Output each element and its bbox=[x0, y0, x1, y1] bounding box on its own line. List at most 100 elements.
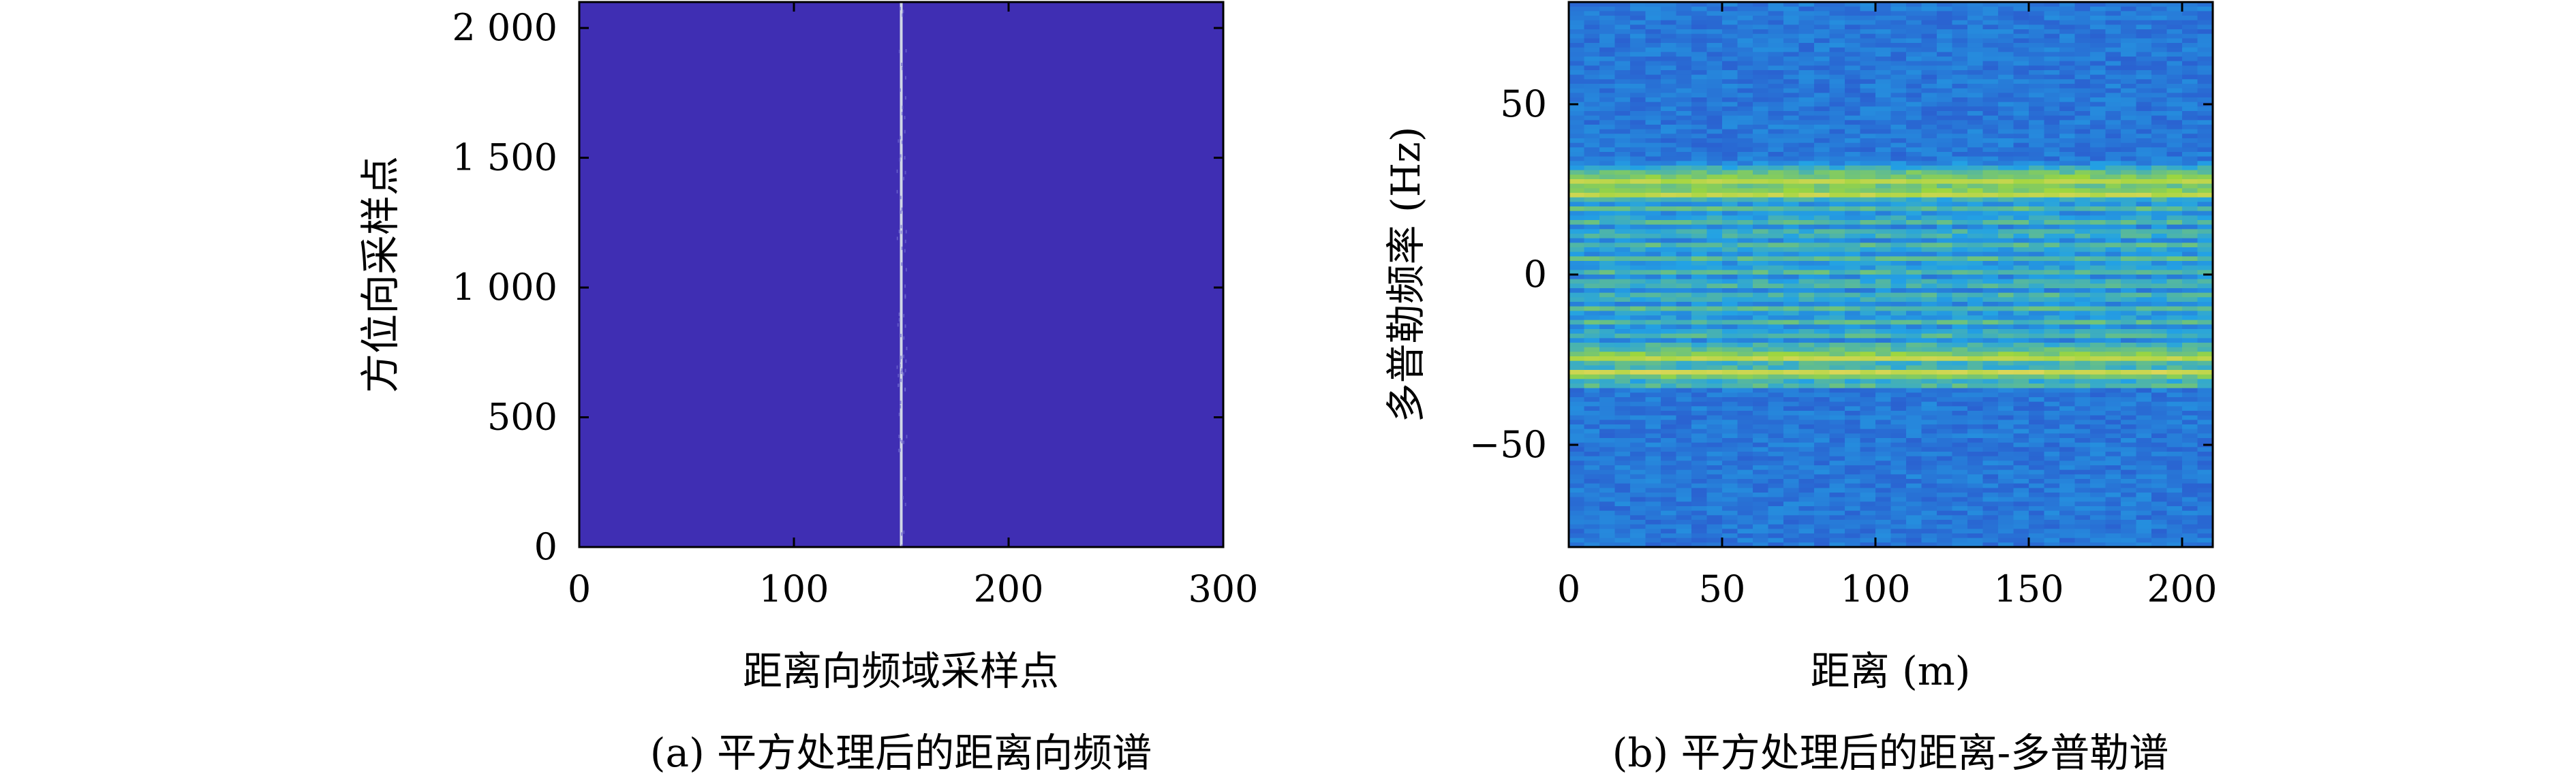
heatmap-cell bbox=[1599, 270, 1616, 275]
heatmap-cell bbox=[1967, 47, 1984, 52]
heatmap-cell bbox=[1937, 510, 1953, 516]
heatmap-cell bbox=[1614, 474, 1631, 480]
heatmap-cell bbox=[1614, 292, 1631, 298]
heatmap-cell bbox=[2029, 374, 2045, 379]
heatmap-cell bbox=[2029, 356, 2045, 362]
heatmap-cell bbox=[1737, 415, 1753, 420]
heatmap-cell bbox=[2151, 401, 2168, 407]
heatmap-cell bbox=[2151, 234, 2168, 239]
heatmap-cell bbox=[1661, 442, 1677, 448]
heatmap-cell bbox=[2059, 488, 2076, 493]
heatmap-cell bbox=[1614, 406, 1631, 411]
heatmap-cell bbox=[1906, 356, 1922, 362]
heatmap-cell bbox=[2090, 329, 2106, 334]
heatmap-cell bbox=[1645, 306, 1661, 311]
heatmap-cell bbox=[1967, 497, 1984, 502]
heatmap-cell bbox=[1630, 352, 1646, 357]
heatmap-cell bbox=[2029, 20, 2045, 25]
heatmap-cell bbox=[1952, 206, 1968, 212]
heatmap-cell bbox=[1661, 206, 1677, 212]
heatmap-cell bbox=[2151, 229, 2168, 234]
heatmap-cell bbox=[2029, 283, 2045, 289]
heatmap-cell bbox=[1584, 302, 1600, 307]
heatmap-cell bbox=[1798, 374, 1815, 379]
heatmap-cell bbox=[2166, 474, 2183, 480]
heatmap-cell bbox=[1706, 156, 1723, 161]
speckle bbox=[904, 369, 906, 373]
heatmap-cell bbox=[2044, 447, 2060, 452]
heatmap-cell bbox=[1967, 11, 1984, 16]
heatmap-cell bbox=[1768, 429, 1784, 434]
heatmap-cell bbox=[1798, 256, 1815, 262]
heatmap-cell bbox=[2013, 43, 2029, 48]
heatmap-cell bbox=[2197, 70, 2213, 76]
heatmap-cell bbox=[1998, 447, 2014, 452]
heatmap-cell bbox=[1937, 97, 1953, 103]
heatmap-cell bbox=[2121, 129, 2137, 134]
heatmap-cell bbox=[1737, 57, 1753, 62]
heatmap-cell bbox=[1706, 442, 1723, 448]
heatmap-cell bbox=[1768, 324, 1784, 330]
heatmap-cell bbox=[1630, 420, 1646, 425]
heatmap-cell bbox=[2121, 84, 2137, 89]
heatmap-cell bbox=[1768, 206, 1784, 212]
heatmap-cell bbox=[1753, 147, 1769, 153]
heatmap-cell bbox=[2105, 170, 2121, 175]
heatmap-cell bbox=[1691, 25, 1708, 30]
heatmap-cell bbox=[1845, 265, 1861, 270]
heatmap-cell bbox=[2044, 311, 2060, 316]
heatmap-cell bbox=[2166, 20, 2183, 25]
heatmap-cell bbox=[1845, 197, 1861, 202]
heatmap-cell bbox=[1737, 79, 1753, 84]
heatmap-cell bbox=[2166, 520, 2183, 525]
speckle bbox=[906, 346, 908, 350]
heatmap-cell bbox=[2074, 401, 2091, 407]
heatmap-cell bbox=[2074, 469, 2091, 475]
heatmap-cell bbox=[1753, 29, 1769, 35]
heatmap-cell bbox=[2197, 465, 2213, 471]
heatmap-cell bbox=[2013, 20, 2029, 25]
heatmap-cell bbox=[2105, 197, 2121, 202]
heatmap-cell bbox=[2059, 510, 2076, 516]
heatmap-cell bbox=[2121, 311, 2137, 316]
heatmap-cell bbox=[1661, 234, 1677, 239]
heatmap-cell bbox=[2029, 197, 2045, 202]
heatmap-cell bbox=[1982, 115, 1999, 121]
heatmap-cell bbox=[2090, 392, 2106, 398]
heatmap-cell bbox=[1614, 488, 1631, 493]
heatmap-cell bbox=[1737, 275, 1753, 280]
speckle bbox=[899, 438, 901, 442]
heatmap-cell bbox=[1569, 84, 1585, 89]
heatmap-cell bbox=[1783, 20, 1800, 25]
heatmap-cell bbox=[1798, 115, 1815, 121]
heatmap-cell bbox=[1998, 193, 2014, 198]
heatmap-cell bbox=[1630, 20, 1646, 25]
heatmap-cell bbox=[1614, 529, 1631, 534]
heatmap-cell bbox=[1722, 261, 1738, 266]
heatmap-cell bbox=[1906, 374, 1922, 379]
heatmap-cell bbox=[1768, 302, 1784, 307]
heatmap-cell bbox=[1676, 420, 1692, 425]
heatmap-cell bbox=[1814, 197, 1830, 202]
heatmap-cell bbox=[2136, 129, 2152, 134]
heatmap-cell bbox=[1584, 93, 1600, 98]
heatmap-cell bbox=[1737, 452, 1753, 457]
heatmap-cell bbox=[1890, 156, 1907, 161]
heatmap-cell bbox=[1921, 452, 1937, 457]
heatmap-cell bbox=[1722, 392, 1738, 398]
heatmap-cell bbox=[1569, 57, 1585, 62]
heatmap-cell bbox=[2136, 501, 2152, 507]
heatmap-cell bbox=[1722, 25, 1738, 30]
heatmap-cell bbox=[1845, 174, 1861, 180]
heatmap-cell bbox=[2013, 174, 2029, 180]
heatmap-cell bbox=[1998, 474, 2014, 480]
heatmap-cell bbox=[1569, 283, 1585, 289]
heatmap-cell bbox=[1569, 265, 1585, 270]
heatmap-cell bbox=[1814, 33, 1830, 39]
heatmap-cell bbox=[1937, 211, 1953, 216]
heatmap-cell bbox=[1952, 365, 1968, 371]
heatmap-cell bbox=[2121, 156, 2137, 161]
heatmap-cell bbox=[1875, 79, 1892, 84]
heatmap-cell bbox=[2166, 111, 2183, 116]
heatmap-cell bbox=[1614, 524, 1631, 529]
